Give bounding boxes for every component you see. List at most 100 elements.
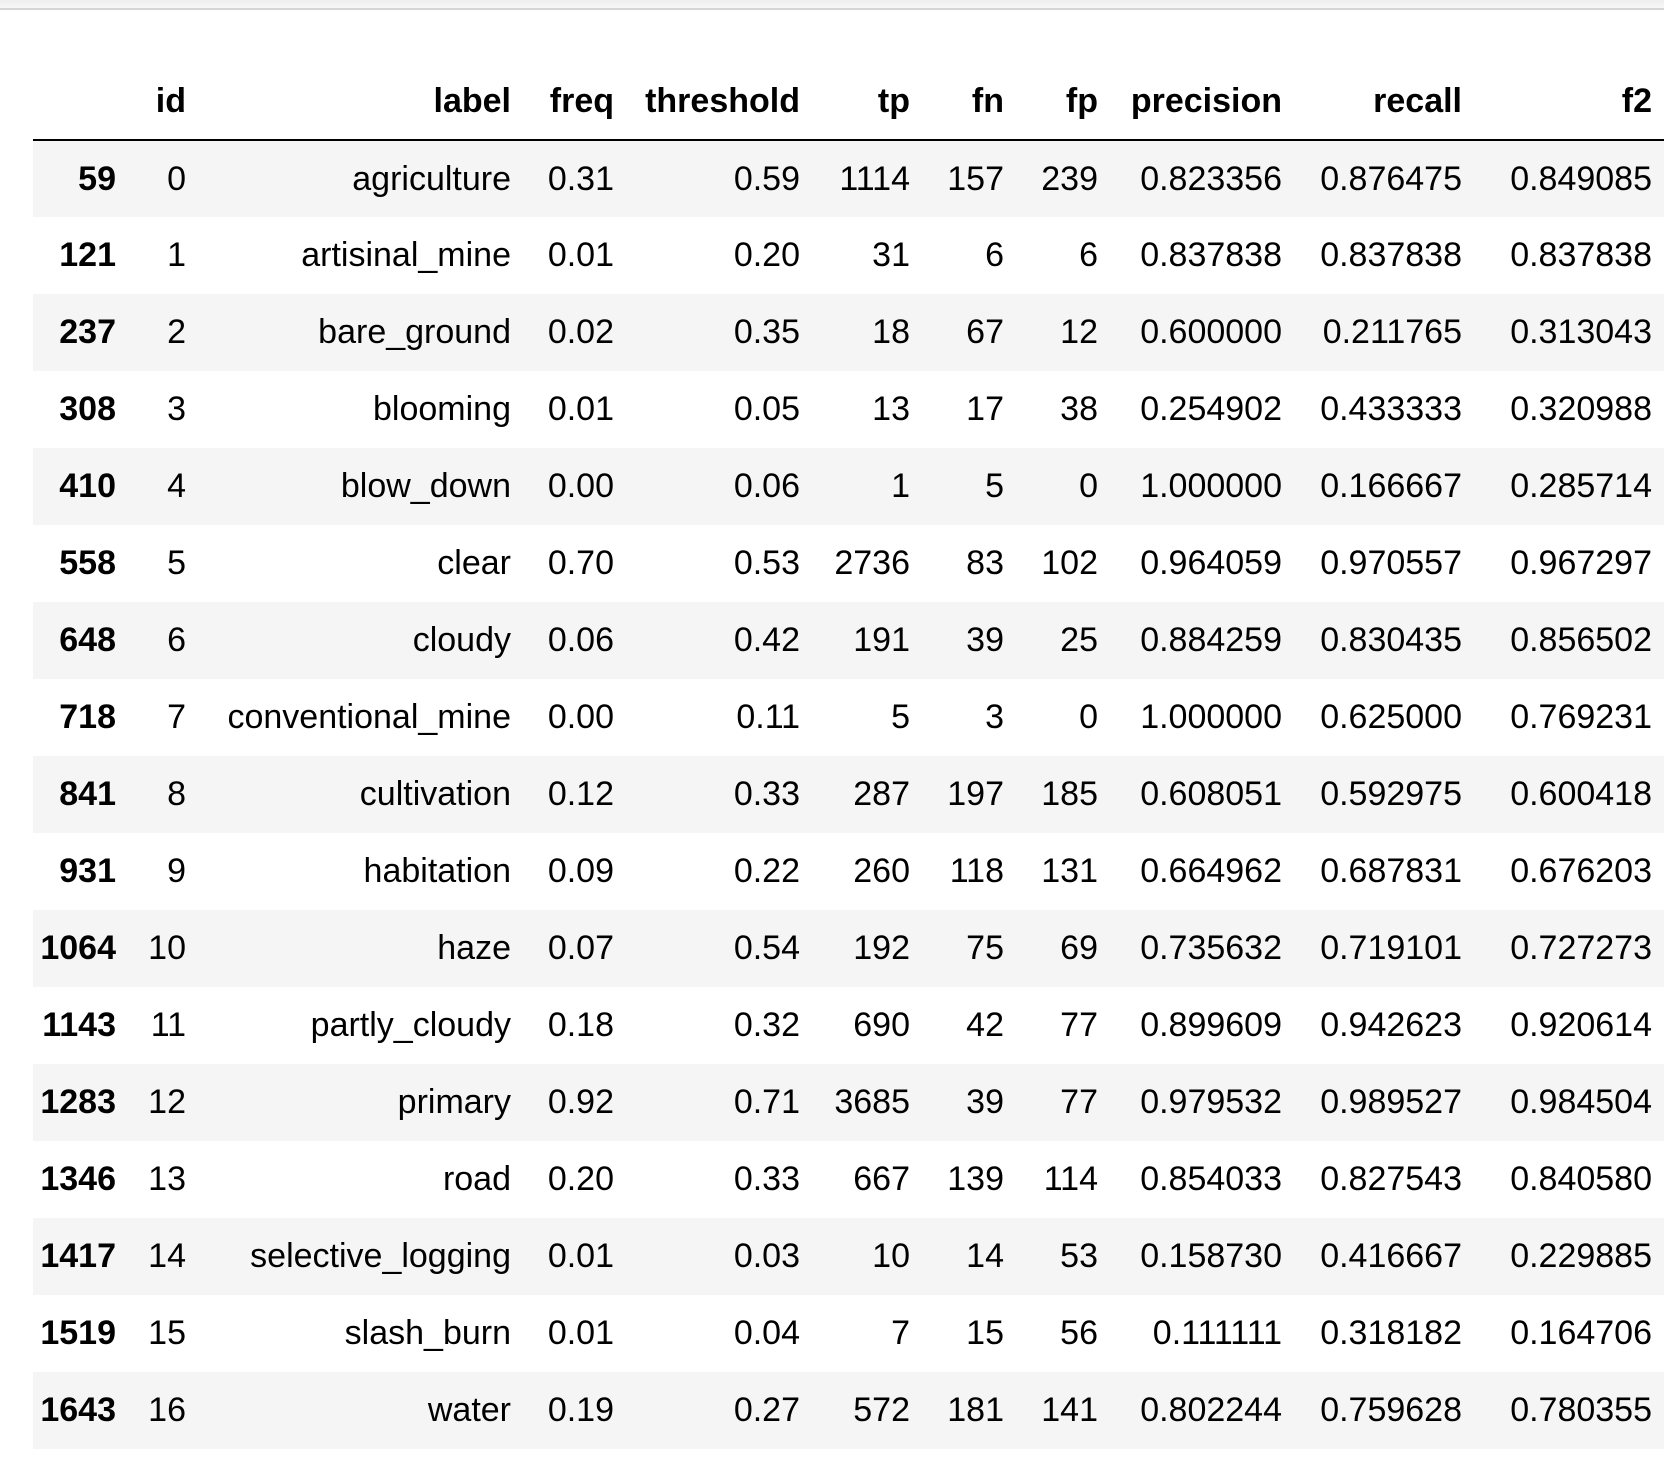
tp-cell: 13: [872, 390, 910, 428]
f2-cell: 0.600418: [1510, 775, 1652, 813]
recall-cell: 0.719101: [1320, 929, 1462, 967]
metrics-table: id label freq threshold tp fn fp precisi…: [33, 64, 1664, 1449]
precision-cell: 0.964059: [1140, 544, 1282, 582]
id-cell: 13: [148, 1160, 186, 1198]
precision-cell: 0.111111: [1152, 1314, 1282, 1352]
freq-cell: 0.07: [547, 929, 614, 967]
threshold-cell: 0.04: [733, 1314, 800, 1352]
fp-cell: 77: [1060, 1006, 1098, 1044]
id-cell: 0: [167, 159, 186, 198]
threshold-cell: 0.06: [733, 467, 800, 505]
id-cell: 14: [148, 1237, 186, 1275]
precision-cell: 0.823356: [1140, 159, 1282, 198]
recall-cell: 0.318182: [1320, 1314, 1462, 1352]
freq-cell: 0.31: [547, 159, 614, 198]
tp-cell: 31: [872, 236, 910, 274]
table-row: 1143 11 partly_cloudy 0.18 0.32 690 42 77 0.8996…: [33, 987, 1664, 1064]
row-index-cell: 1519: [40, 1314, 116, 1352]
tp-cell: 260: [853, 852, 910, 890]
precision-cell: 0.979532: [1140, 1083, 1282, 1121]
table-row: 1643 16 water 0.19 0.27 572 181 141 0.802244 0.75…: [33, 1372, 1664, 1449]
label-cell: water: [427, 1391, 511, 1429]
f2-cell: 0.727273: [1510, 929, 1652, 967]
threshold-cell: 0.33: [733, 775, 800, 813]
table-row: 1417 14 selective_logging 0.01 0.03 10 14 53 0.1…: [33, 1218, 1664, 1295]
fn-cell: 14: [966, 1237, 1004, 1275]
freq-cell: 0.02: [547, 313, 614, 351]
label-cell: road: [442, 1160, 511, 1198]
tp-cell: 2736: [834, 544, 910, 582]
threshold-cell: 0.71: [733, 1083, 800, 1121]
table-row: 558 5 clear 0.70 0.53 2736 83 102 0.964059 0.9705…: [33, 525, 1664, 602]
fp-cell: 6: [1079, 236, 1098, 274]
recall-cell: 0.759628: [1320, 1391, 1462, 1429]
label-cell: haze: [437, 929, 511, 967]
f2-cell: 0.856502: [1510, 621, 1652, 659]
freq-cell: 0.19: [547, 1391, 614, 1429]
id-cell: 12: [148, 1083, 186, 1121]
recall-cell: 0.416667: [1320, 1237, 1462, 1275]
label-cell: cloudy: [412, 621, 511, 659]
precision-cell: 0.854033: [1140, 1160, 1282, 1198]
table-row: 410 4 blow_down 0.00 0.06 1 5 0 1.000000 0.166667…: [33, 448, 1664, 525]
label-cell: bare_ground: [318, 313, 511, 351]
fn-cell: 15: [966, 1314, 1004, 1352]
f2-cell: 0.769231: [1510, 698, 1652, 736]
f2-cell: 0.849085: [1510, 159, 1652, 198]
fn-cell: 118: [949, 852, 1004, 890]
label-cell: partly_cloudy: [310, 1006, 511, 1044]
row-index-cell: 59: [78, 159, 116, 198]
row-index-cell: 308: [59, 390, 116, 428]
label-cell: habitation: [363, 852, 511, 890]
label-cell: agriculture: [352, 159, 511, 198]
threshold-cell: 0.05: [733, 390, 800, 428]
id-cell: 8: [167, 775, 186, 813]
fp-cell: 38: [1060, 390, 1098, 428]
table-row: 841 8 cultivation 0.12 0.33 287 197 185 0.608051…: [33, 756, 1664, 833]
precision-cell: 0.600000: [1140, 313, 1282, 351]
recall-cell: 0.942623: [1320, 1006, 1462, 1044]
recall-cell: 0.687831: [1320, 852, 1462, 890]
tp-cell: 690: [853, 1006, 910, 1044]
row-index-cell: 121: [59, 236, 116, 274]
freq-cell: 0.01: [547, 1237, 614, 1275]
f2-cell: 0.676203: [1510, 852, 1652, 890]
recall-cell: 0.433333: [1320, 390, 1462, 428]
table-row: 648 6 cloudy 0.06 0.42 191 39 25 0.884259 0.83043…: [33, 602, 1664, 679]
table-row: 1519 15 slash_burn 0.01 0.04 7 15 56 0.111111 0.3…: [33, 1295, 1664, 1372]
row-index-cell: 1417: [40, 1237, 116, 1275]
precision-cell: 0.884259: [1140, 621, 1282, 659]
freq-cell: 0.01: [547, 1314, 614, 1352]
column-header-label: label: [198, 64, 523, 141]
recall-cell: 0.625000: [1320, 698, 1462, 736]
label-cell: selective_logging: [250, 1237, 511, 1275]
column-header-recall: recall: [1294, 64, 1474, 141]
label-cell: cultivation: [359, 775, 511, 813]
fp-cell: 12: [1060, 313, 1098, 351]
precision-cell: 1.000000: [1140, 698, 1282, 736]
precision-cell: 0.608051: [1140, 775, 1282, 813]
fp-cell: 0: [1079, 698, 1098, 736]
threshold-cell: 0.59: [733, 159, 800, 198]
precision-cell: 0.664962: [1140, 852, 1282, 890]
threshold-cell: 0.22: [733, 852, 800, 890]
id-cell: 2: [167, 313, 186, 351]
recall-cell: 0.211765: [1322, 313, 1462, 351]
table-row: 1283 12 primary 0.92 0.71 3685 39 77 0.979532 0.9…: [33, 1064, 1664, 1141]
precision-cell: 0.837838: [1140, 236, 1282, 274]
freq-cell: 0.00: [547, 698, 614, 736]
row-index-cell: 1064: [40, 929, 116, 967]
id-cell: 7: [167, 698, 186, 736]
column-header-f2: f2: [1474, 64, 1664, 141]
id-cell: 3: [167, 390, 186, 428]
id-cell: 11: [150, 1006, 186, 1044]
fp-cell: 69: [1060, 929, 1098, 967]
fp-cell: 185: [1041, 775, 1098, 813]
fn-cell: 3: [985, 698, 1004, 736]
recall-cell: 0.837838: [1320, 236, 1462, 274]
column-header-threshold: threshold: [626, 64, 812, 141]
tp-cell: 1114: [839, 159, 910, 198]
f2-cell: 0.984504: [1510, 1083, 1652, 1121]
row-index-cell: 841: [59, 775, 116, 813]
column-header-tp: tp: [812, 64, 922, 141]
